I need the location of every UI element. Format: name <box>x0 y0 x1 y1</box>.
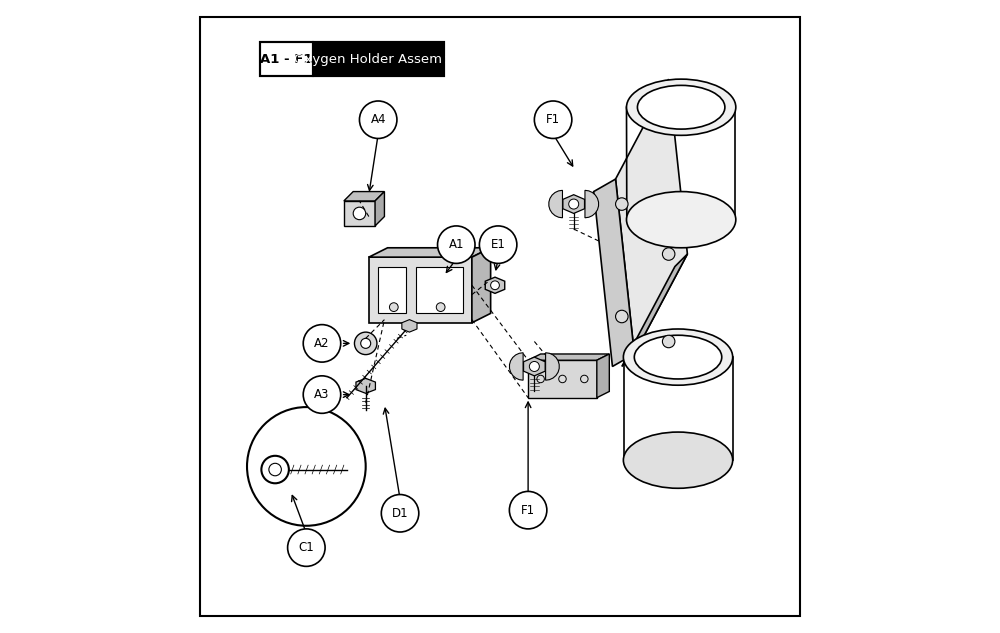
Circle shape <box>616 310 628 323</box>
Polygon shape <box>472 248 491 323</box>
Polygon shape <box>402 320 417 332</box>
Circle shape <box>509 491 547 529</box>
Ellipse shape <box>623 329 733 385</box>
Ellipse shape <box>623 432 733 488</box>
Polygon shape <box>594 179 634 367</box>
Text: A1 - F1: A1 - F1 <box>260 53 312 66</box>
Text: A3: A3 <box>314 388 330 401</box>
Text: D1: D1 <box>392 507 408 520</box>
Circle shape <box>662 248 675 260</box>
Circle shape <box>269 463 281 476</box>
Text: C1: C1 <box>298 541 314 554</box>
Polygon shape <box>528 354 609 360</box>
Polygon shape <box>524 357 545 376</box>
Text: A4: A4 <box>370 113 386 126</box>
Polygon shape <box>549 191 562 218</box>
Circle shape <box>303 325 341 362</box>
FancyBboxPatch shape <box>378 266 406 313</box>
Circle shape <box>534 101 572 139</box>
Polygon shape <box>485 277 505 293</box>
Polygon shape <box>369 248 491 257</box>
Circle shape <box>359 101 397 139</box>
Text: F1: F1 <box>546 113 560 126</box>
FancyBboxPatch shape <box>369 257 472 323</box>
Polygon shape <box>622 254 687 367</box>
Polygon shape <box>344 192 384 201</box>
Polygon shape <box>585 191 599 218</box>
Circle shape <box>537 375 544 383</box>
Circle shape <box>354 332 377 354</box>
FancyBboxPatch shape <box>528 360 597 398</box>
Circle shape <box>491 281 499 290</box>
Polygon shape <box>356 379 375 393</box>
FancyBboxPatch shape <box>260 42 313 76</box>
Circle shape <box>389 303 398 311</box>
Circle shape <box>529 361 539 372</box>
Text: A2: A2 <box>314 337 330 350</box>
Circle shape <box>247 407 366 526</box>
Text: Oxygen Holder Assembly: Oxygen Holder Assembly <box>294 53 462 66</box>
Ellipse shape <box>637 85 725 129</box>
Text: F1: F1 <box>521 504 535 517</box>
Ellipse shape <box>626 192 736 248</box>
Ellipse shape <box>626 79 736 135</box>
Circle shape <box>581 375 588 383</box>
Circle shape <box>381 494 419 532</box>
Circle shape <box>303 376 341 413</box>
Circle shape <box>288 529 325 567</box>
Circle shape <box>361 339 371 348</box>
Polygon shape <box>510 353 523 380</box>
Circle shape <box>559 375 566 383</box>
Polygon shape <box>563 195 585 213</box>
Circle shape <box>616 198 628 210</box>
Circle shape <box>662 335 675 348</box>
Circle shape <box>436 303 445 311</box>
FancyBboxPatch shape <box>344 201 375 226</box>
Circle shape <box>479 226 517 263</box>
Polygon shape <box>616 79 687 354</box>
FancyBboxPatch shape <box>313 42 444 76</box>
Circle shape <box>438 226 475 263</box>
Text: A1: A1 <box>449 238 464 251</box>
Polygon shape <box>375 192 384 226</box>
Circle shape <box>569 199 579 209</box>
Polygon shape <box>546 353 559 380</box>
Ellipse shape <box>634 335 722 379</box>
FancyBboxPatch shape <box>416 266 463 313</box>
Polygon shape <box>597 354 609 398</box>
Text: E1: E1 <box>491 238 506 251</box>
Circle shape <box>353 207 366 220</box>
